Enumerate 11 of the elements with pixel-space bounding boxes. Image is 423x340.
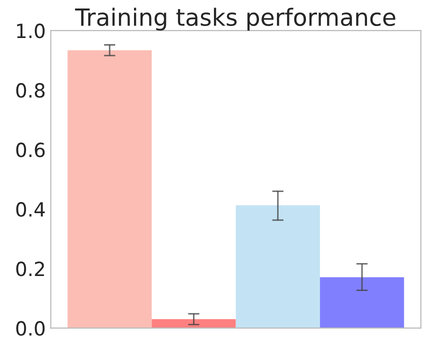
y-tick-label: 0.4 (16, 202, 45, 217)
bar (320, 277, 404, 328)
bar (152, 319, 236, 328)
y-tick-label: 1.0 (17, 24, 45, 38)
bar (236, 205, 320, 328)
y-tick-label: 0.6 (16, 142, 45, 158)
bar (68, 50, 152, 328)
y-tick-label: 0.2 (16, 262, 44, 276)
chart-title: Training tasks performance (75, 8, 396, 31)
y-tick-label: 0.0 (16, 321, 45, 336)
y-tick-label: 0.8 (16, 83, 45, 98)
